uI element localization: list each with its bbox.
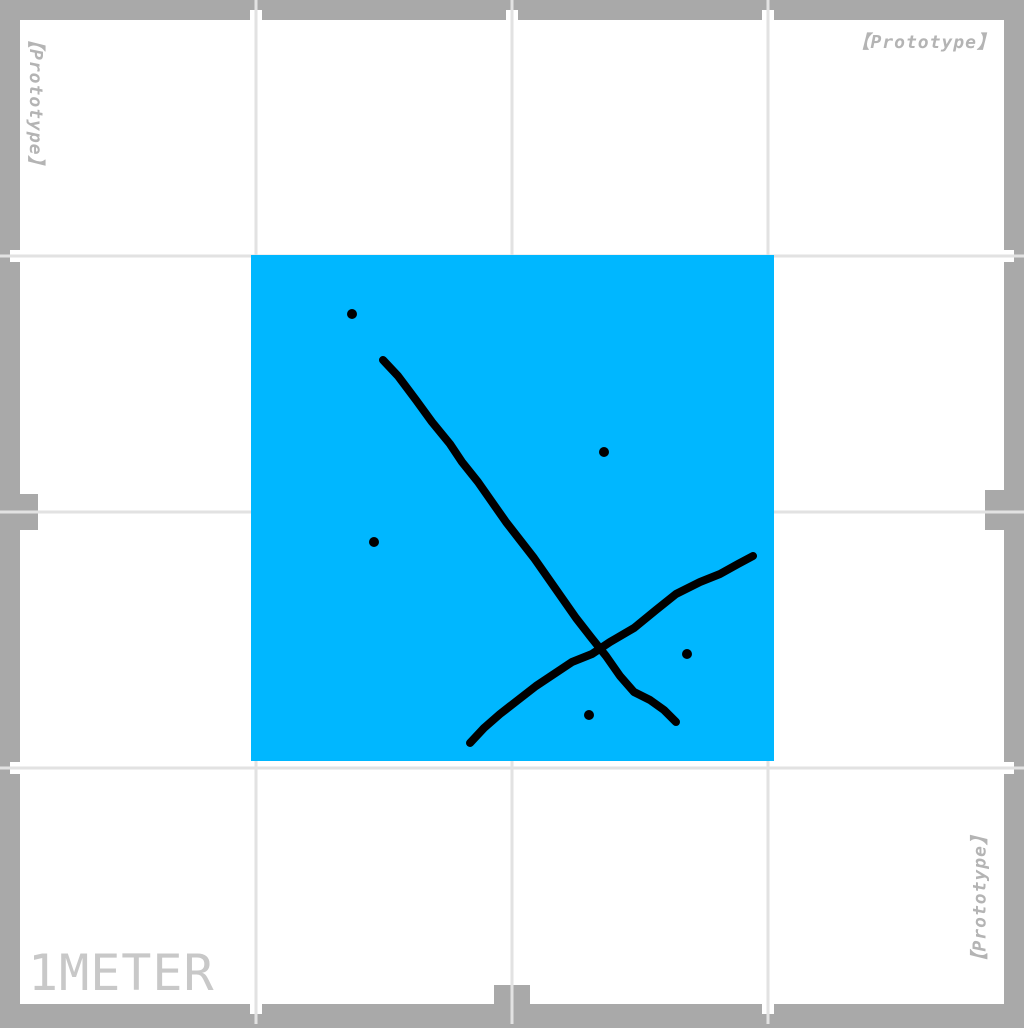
highlight-square — [251, 255, 774, 761]
drawn-marks — [379, 356, 757, 747]
watermark-top-left: 【Prototype】 — [25, 30, 46, 175]
dot — [347, 309, 357, 319]
dot — [682, 649, 692, 659]
dot — [369, 537, 379, 547]
stroke-descending — [379, 356, 680, 726]
dot — [599, 447, 609, 457]
watermark-bottom-right: 【Prototype】 — [970, 826, 991, 971]
watermark-top-right: 【Prototype】 — [851, 32, 996, 53]
dot — [584, 710, 594, 720]
stroke-ascending — [466, 552, 757, 747]
dot-marks — [347, 309, 692, 720]
scale-label: 1METER — [28, 944, 215, 1002]
